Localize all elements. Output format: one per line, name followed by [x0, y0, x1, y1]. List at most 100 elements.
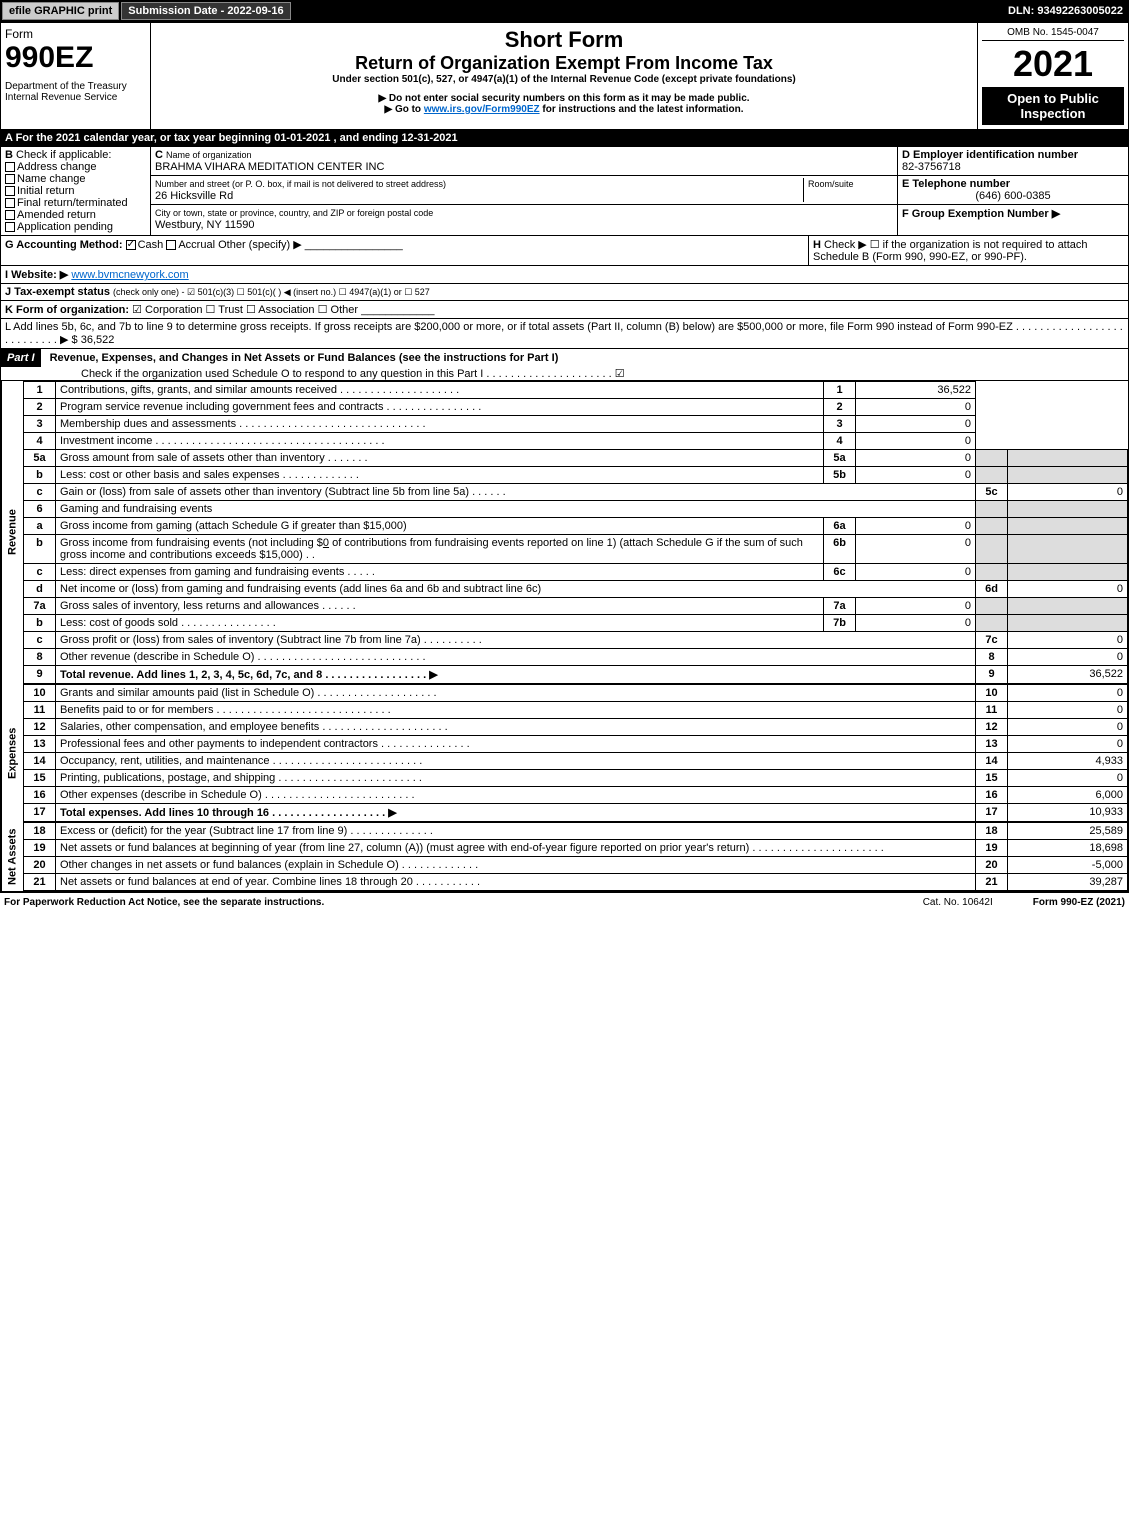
checkbox-name-change[interactable]: [5, 174, 15, 184]
d-label: D Employer identification number: [902, 149, 1078, 161]
b-addr: Address change: [17, 161, 97, 173]
k-text: ☑ Corporation ☐ Trust ☐ Association ☐ Ot…: [132, 304, 358, 316]
l-row: L Add lines 5b, 6c, and 7b to line 9 to …: [0, 319, 1129, 349]
c-city-label: City or town, state or province, country…: [155, 208, 433, 218]
dept-label: Department of the Treasury: [5, 81, 146, 92]
goto-text: ▶ Go to www.irs.gov/Form990EZ for instru…: [159, 104, 969, 115]
under-section-text: Under section 501(c), 527, or 4947(a)(1)…: [159, 74, 969, 85]
checkbox-application-pending[interactable]: [5, 222, 15, 232]
goto-post: for instructions and the latest informat…: [540, 104, 744, 115]
phone-value: (646) 600-0385: [902, 190, 1124, 202]
netassets-table: 18Excess or (deficit) for the year (Subt…: [23, 822, 1128, 891]
checkbox-address-change[interactable]: [5, 162, 15, 172]
line-1: 1Contributions, gifts, grants, and simil…: [24, 382, 1128, 399]
efile-print-button[interactable]: efile GRAPHIC print: [2, 2, 119, 20]
line-10: 10Grants and similar amounts paid (list …: [24, 685, 1128, 702]
line-13: 13Professional fees and other payments t…: [24, 736, 1128, 753]
line-9: 9Total revenue. Add lines 1, 2, 3, 4, 5c…: [24, 666, 1128, 684]
expenses-section: Expenses 10Grants and similar amounts pa…: [0, 684, 1129, 822]
g-label: G Accounting Method:: [5, 239, 123, 251]
line-5b: bLess: cost or other basis and sales exp…: [24, 467, 1128, 484]
part1-check: Check if the organization used Schedule …: [1, 368, 625, 380]
g-h-row: G Accounting Method: Cash Accrual Other …: [0, 236, 1129, 266]
line-6a: aGross income from gaming (attach Schedu…: [24, 518, 1128, 535]
line-20: 20Other changes in net assets or fund ba…: [24, 857, 1128, 874]
line-6d: dNet income or (loss) from gaming and fu…: [24, 581, 1128, 598]
l-amount: 36,522: [81, 334, 115, 346]
b-label: B: [5, 149, 13, 161]
checkbox-accrual[interactable]: [166, 240, 176, 250]
line-19: 19Net assets or fund balances at beginni…: [24, 840, 1128, 857]
line-5c: cGain or (loss) from sale of assets othe…: [24, 484, 1128, 501]
c-label: C: [155, 149, 163, 161]
b-init: Initial return: [17, 185, 74, 197]
checkbox-cash[interactable]: [126, 240, 136, 250]
g-cash: Cash: [138, 239, 164, 251]
b-amend: Amended return: [17, 209, 96, 221]
form-header: Form 990EZ Department of the Treasury In…: [0, 22, 1129, 130]
part1-title: Revenue, Expenses, and Changes in Net As…: [44, 352, 559, 364]
line-12: 12Salaries, other compensation, and empl…: [24, 719, 1128, 736]
b-app: Application pending: [17, 221, 113, 233]
line-a: A For the 2021 calendar year, or tax yea…: [0, 130, 1129, 147]
expenses-side-label: Expenses: [1, 684, 23, 822]
line-6: 6Gaming and fundraising events: [24, 501, 1128, 518]
line-14: 14Occupancy, rent, utilities, and mainte…: [24, 753, 1128, 770]
checkbox-final-return[interactable]: [5, 198, 15, 208]
revenue-section: Revenue 1Contributions, gifts, grants, a…: [0, 381, 1129, 684]
k-label: K Form of organization:: [5, 304, 129, 316]
b-name: Name change: [17, 173, 86, 185]
line-6c: cLess: direct expenses from gaming and f…: [24, 564, 1128, 581]
netassets-side-label: Net Assets: [1, 822, 23, 891]
goto-link[interactable]: www.irs.gov/Form990EZ: [424, 104, 540, 115]
part1-header: Part I Revenue, Expenses, and Changes in…: [0, 349, 1129, 381]
part1-label: Part I: [1, 349, 41, 367]
line-7a: 7aGross sales of inventory, less returns…: [24, 598, 1128, 615]
line-18: 18Excess or (deficit) for the year (Subt…: [24, 823, 1128, 840]
expenses-table: 10Grants and similar amounts paid (list …: [23, 684, 1128, 822]
h-text: Check ▶ ☐ if the organization is not req…: [813, 239, 1088, 263]
j-text: (check only one) - ☑ 501(c)(3) ☐ 501(c)(…: [113, 287, 430, 297]
checkbox-amended-return[interactable]: [5, 210, 15, 220]
footer-mid: Cat. No. 10642I: [923, 897, 993, 908]
b-check-text: Check if applicable:: [16, 149, 111, 161]
line-15: 15Printing, publications, postage, and s…: [24, 770, 1128, 787]
line-21: 21Net assets or fund balances at end of …: [24, 874, 1128, 891]
f-label: F Group Exemption Number ▶: [902, 208, 1060, 220]
c-room-label: Room/suite: [808, 179, 854, 189]
netassets-section: Net Assets 18Excess or (deficit) for the…: [0, 822, 1129, 892]
open-public-box: Open to Public Inspection: [982, 87, 1124, 125]
line-5a: 5aGross amount from sale of assets other…: [24, 450, 1128, 467]
revenue-side-label: Revenue: [1, 381, 23, 684]
irs-label: Internal Revenue Service: [5, 92, 146, 103]
checkbox-initial-return[interactable]: [5, 186, 15, 196]
website-link[interactable]: www.bvmcnewyork.com: [71, 269, 188, 281]
org-name: BRAHMA VIHARA MEDITATION CENTER INC: [155, 161, 384, 173]
k-row: K Form of organization: ☑ Corporation ☐ …: [0, 301, 1129, 319]
line-17: 17Total expenses. Add lines 10 through 1…: [24, 804, 1128, 822]
e-label: E Telephone number: [902, 178, 1010, 190]
org-city: Westbury, NY 11590: [155, 219, 254, 231]
form-number: 990EZ: [5, 41, 146, 75]
line-6b: bGross income from fundraising events (n…: [24, 535, 1128, 564]
c-street-label: Number and street (or P. O. box, if mail…: [155, 179, 446, 189]
submission-date-label: Submission Date - 2022-09-16: [121, 2, 290, 20]
return-title: Return of Organization Exempt From Incom…: [159, 53, 969, 74]
h-label: H: [813, 239, 821, 251]
line-7c: cGross profit or (loss) from sales of in…: [24, 632, 1128, 649]
omb-number: OMB No. 1545-0047: [982, 27, 1124, 41]
line-a-text: A For the 2021 calendar year, or tax yea…: [1, 130, 462, 146]
tax-year: 2021: [982, 43, 1124, 85]
revenue-table: 1Contributions, gifts, grants, and simil…: [23, 381, 1128, 684]
no-ssn-text: ▶ Do not enter social security numbers o…: [159, 93, 969, 104]
line-16: 16Other expenses (describe in Schedule O…: [24, 787, 1128, 804]
g-accrual: Accrual: [178, 239, 215, 251]
dln-label: DLN: 93492263005022: [1008, 5, 1129, 17]
line-3: 3Membership dues and assessments . . . .…: [24, 416, 1128, 433]
j-row: J Tax-exempt status (check only one) - ☑…: [0, 284, 1129, 301]
line-8: 8Other revenue (describe in Schedule O) …: [24, 649, 1128, 666]
goto-pre: ▶ Go to: [384, 104, 423, 115]
line-2: 2Program service revenue including gover…: [24, 399, 1128, 416]
ein-value: 82-3756718: [902, 161, 961, 173]
g-other: Other (specify) ▶: [218, 239, 302, 251]
